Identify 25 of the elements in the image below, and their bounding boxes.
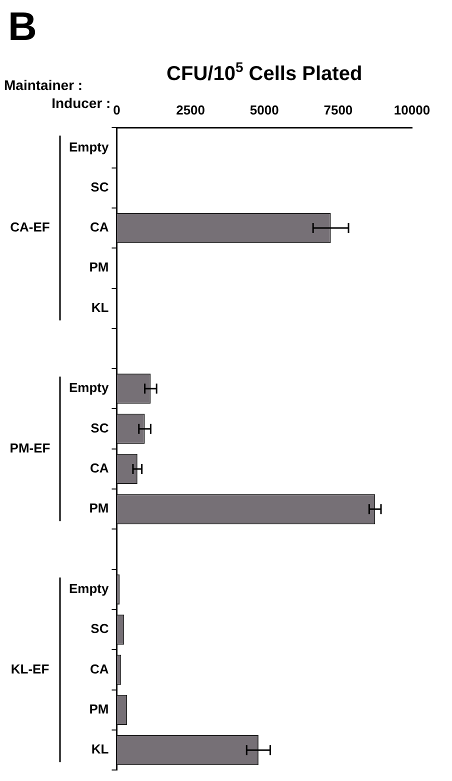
y-tick-label: Empty xyxy=(68,581,110,596)
y-tick-label: SC xyxy=(90,621,110,636)
y-tick-label: CA xyxy=(90,661,110,676)
text: Maintainer : xyxy=(4,77,83,93)
y-tick-label: CA xyxy=(90,220,110,235)
y-tick-label: PM xyxy=(89,702,109,717)
y-tick-label: PM xyxy=(89,260,109,275)
y-tick-label: KL xyxy=(91,742,109,757)
x-tick-label: 7500 xyxy=(324,102,353,118)
y-tick-label: CA xyxy=(90,460,110,476)
x-tick-label: 10000 xyxy=(394,102,430,118)
x-tick-label: 2500 xyxy=(176,102,206,118)
text: Inducer : xyxy=(52,95,111,111)
text: CA-EF xyxy=(10,220,50,235)
y-tick-label: KL xyxy=(91,300,109,315)
text: B xyxy=(8,5,37,49)
y-tick-label: SC xyxy=(90,420,110,436)
text: KL-EF xyxy=(10,661,50,676)
y-tick-label: Empty xyxy=(68,380,110,396)
x-tick-label: 0 xyxy=(113,102,120,118)
x-tick-label: 5000 xyxy=(250,102,279,118)
y-tick-label: SC xyxy=(90,179,110,194)
y-tick-label: Empty xyxy=(68,139,110,154)
text: PM-EF xyxy=(10,440,50,456)
y-tick-label: PM xyxy=(89,500,109,516)
